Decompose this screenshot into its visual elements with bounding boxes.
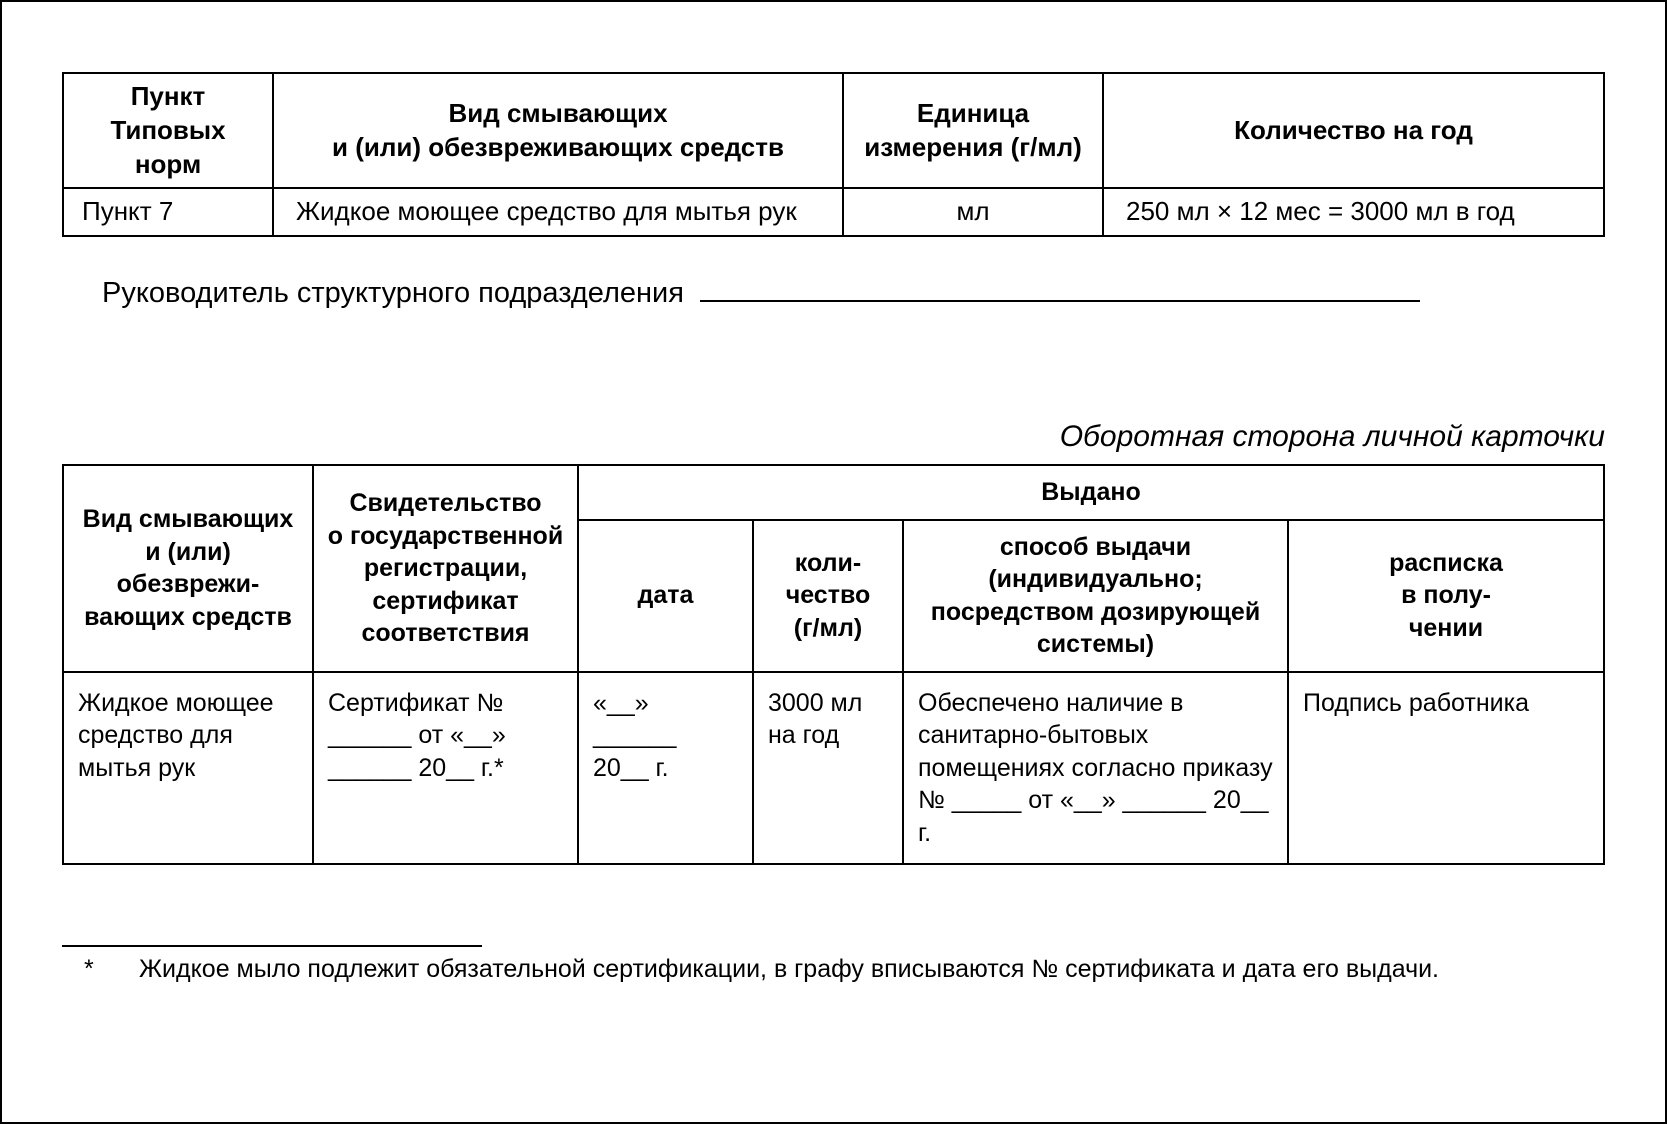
header-unit: Единицаизмерения (г/мл) <box>843 73 1103 188</box>
cell-qty: 250 мл × 12 мес = 3000 мл в год <box>1103 188 1604 236</box>
cell-vid2: Жидкое моющее средство для мытья рук <box>63 672 313 865</box>
footnote-marker: * <box>108 955 132 984</box>
table-row: Жидкое моющее средство для мытья рук Сер… <box>63 672 1604 865</box>
issuance-table: Вид смывающихи (или)обезврежи-вающих сре… <box>62 464 1605 865</box>
norms-table: ПунктТиповых норм Вид смывающихи (или) о… <box>62 72 1605 237</box>
table-header-row: ПунктТиповых норм Вид смывающихи (или) о… <box>63 73 1604 188</box>
table-row: Пункт 7 Жидкое моющее средство для мытья… <box>63 188 1604 236</box>
signature-blank <box>700 300 1420 302</box>
cell-method: Обеспечено наличие в санитарно-бытовых п… <box>903 672 1288 865</box>
cell-punkt: Пункт 7 <box>63 188 273 236</box>
cell-unit: мл <box>843 188 1103 236</box>
header-qty: Количество на год <box>1103 73 1604 188</box>
footnote: * Жидкое мыло подлежит обязательной серт… <box>92 955 1605 984</box>
cell-cert: Сертификат № ______ от «__» ______ 20__ … <box>313 672 578 865</box>
header-vid: Вид смывающихи (или) обезвреживающих сре… <box>273 73 843 188</box>
cell-qty2: 3000 мл на год <box>753 672 903 865</box>
back-side-caption: Оборотная сторона личной карточки <box>62 420 1605 454</box>
document-page: ПунктТиповых норм Вид смывающихи (или) о… <box>0 0 1667 1124</box>
cell-receipt: Подпись работника <box>1288 672 1604 865</box>
footnote-separator <box>62 945 482 947</box>
header-punkt: ПунктТиповых норм <box>63 73 273 188</box>
header-qty2: коли-чество(г/мл) <box>753 520 903 672</box>
header-method: способ выдачи(индивидуально;посредством … <box>903 520 1288 672</box>
header-cert: Свидетельствоо государственнойрегистраци… <box>313 465 578 672</box>
header-issued-group: Выдано <box>578 465 1604 520</box>
cell-date: «__» ______ 20__ г. <box>578 672 753 865</box>
supervisor-label: Руководитель структурного подразделения <box>102 277 684 309</box>
footnote-text: Жидкое мыло подлежит обязательной сертиф… <box>139 955 1439 983</box>
cell-vid: Жидкое моющее средство для мытья рук <box>273 188 843 236</box>
table-header-row: Вид смывающихи (или)обезврежи-вающих сре… <box>63 465 1604 520</box>
header-vid2: Вид смывающихи (или)обезврежи-вающих сре… <box>63 465 313 672</box>
header-receipt: распискав полу-чении <box>1288 520 1604 672</box>
header-date: дата <box>578 520 753 672</box>
supervisor-signature-line: Руководитель структурного подразделения <box>102 277 1605 310</box>
